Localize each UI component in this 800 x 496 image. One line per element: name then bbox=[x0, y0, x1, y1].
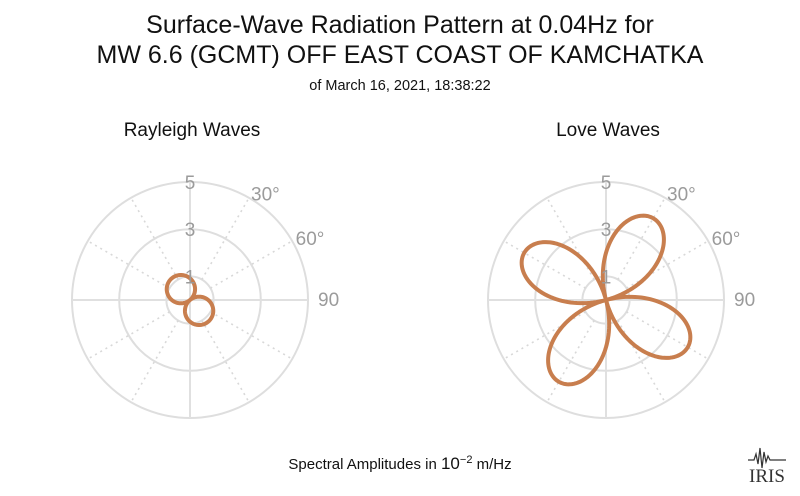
radial-tick-label: 1 bbox=[185, 267, 196, 288]
grid-spoke bbox=[617, 320, 666, 403]
iris-logo: IRIS bbox=[748, 447, 786, 486]
love-polar-plot: 1 3 5 30° 60° 90° bbox=[487, 173, 756, 419]
angle-tick-label: 90° bbox=[318, 290, 340, 311]
grid-spoke bbox=[201, 320, 250, 403]
grid-spoke bbox=[546, 197, 595, 280]
love-pattern-line bbox=[519, 213, 693, 387]
angle-tick-label: 90° bbox=[734, 290, 756, 311]
rayleigh-pattern-line bbox=[164, 272, 216, 328]
footer-units: Spectral Amplitudes in 10−2 m/Hz bbox=[0, 454, 800, 474]
footer-prefix: Spectral Amplitudes in bbox=[288, 456, 441, 473]
footer-exponent: −2 bbox=[459, 454, 473, 466]
grid-spoke bbox=[130, 320, 179, 403]
radial-tick-label: 3 bbox=[185, 220, 196, 241]
grid-spoke bbox=[503, 240, 586, 289]
rayleigh-polar-plot: 1 3 5 30° 60° 90° bbox=[71, 173, 340, 419]
love-subtitle: Love Waves bbox=[556, 120, 660, 141]
iris-logo-text: IRIS bbox=[749, 466, 785, 486]
rayleigh-subtitle: Rayleigh Waves bbox=[123, 120, 261, 141]
radial-tick-label: 5 bbox=[185, 173, 196, 194]
angle-tick-label: 30° bbox=[251, 184, 280, 205]
grid-spoke bbox=[617, 197, 666, 280]
angle-tick-label: 60° bbox=[712, 229, 741, 250]
love-grid bbox=[487, 181, 725, 419]
grid-spoke bbox=[201, 197, 250, 280]
footer-unit: m/Hz bbox=[472, 456, 512, 473]
grid-spoke bbox=[503, 311, 586, 360]
grid-spoke bbox=[546, 320, 595, 403]
radial-tick-label: 5 bbox=[601, 173, 612, 194]
grid-spoke bbox=[130, 197, 179, 280]
rayleigh-grid bbox=[71, 181, 309, 419]
grid-spoke bbox=[626, 240, 709, 289]
grid-spoke bbox=[87, 240, 170, 289]
chart-title-date: of March 16, 2021, 18:38:22 bbox=[309, 78, 491, 94]
angle-tick-label: 30° bbox=[667, 184, 696, 205]
grid-spoke bbox=[626, 311, 709, 360]
chart-title-line-2: MW 6.6 (GCMT) OFF EAST COAST OF KAMCHATK… bbox=[96, 41, 704, 69]
radial-tick-label: 1 bbox=[601, 267, 612, 288]
radial-tick-label: 3 bbox=[601, 220, 612, 241]
grid-spoke bbox=[210, 311, 293, 360]
grid-spoke bbox=[210, 240, 293, 289]
chart-title-line-1: Surface-Wave Radiation Pattern at 0.04Hz… bbox=[146, 11, 654, 39]
grid-spoke bbox=[87, 311, 170, 360]
footer-base: 10 bbox=[440, 454, 460, 473]
angle-tick-label: 60° bbox=[296, 229, 325, 250]
